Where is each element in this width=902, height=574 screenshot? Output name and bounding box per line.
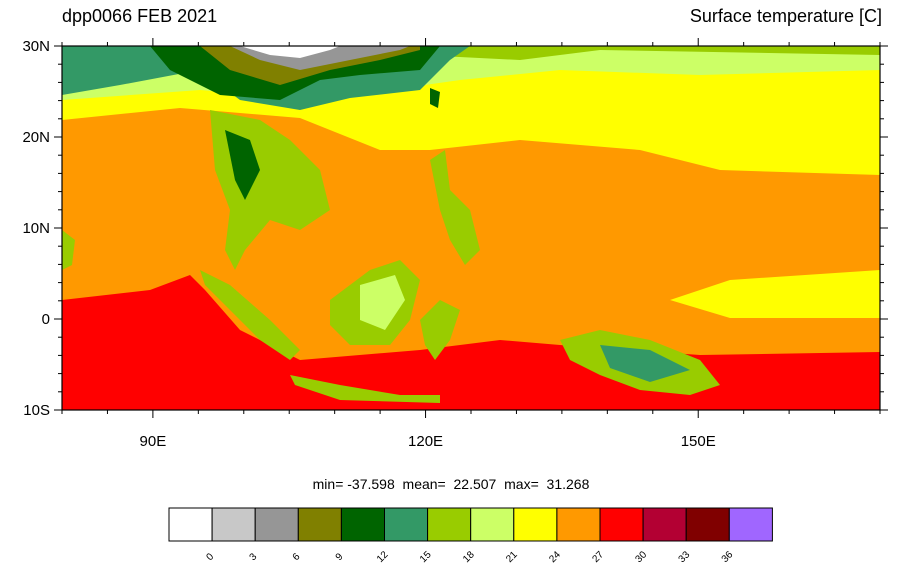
lon-tick-label: 150E xyxy=(681,433,716,450)
colorbar-label: 24 xyxy=(547,549,563,565)
colorbar-label: 27 xyxy=(590,549,606,565)
colorbar-swatch xyxy=(513,507,558,542)
latitude-labels: 30N 20N 10N 0 10S xyxy=(22,38,50,419)
colorbar-label: 18 xyxy=(461,549,477,565)
colorbar-swatch xyxy=(384,507,429,542)
plot-title: dpp0066 FEB 2021 xyxy=(62,6,218,26)
colorbar-label: 12 xyxy=(375,549,391,565)
lon-tick-label: 120E xyxy=(408,433,443,450)
colorbar-label: 0 xyxy=(204,551,216,563)
variable-title: Surface temperature [C] xyxy=(689,6,882,26)
lat-tick-label: 20N xyxy=(22,129,50,146)
colorbar-swatch xyxy=(254,507,299,542)
field-statistics: min= -37.598 mean= 22.507 max= 31.268 xyxy=(0,476,902,492)
longitude-labels: 90E 120E 150E xyxy=(140,433,716,450)
colorbar-swatch xyxy=(642,507,687,542)
lat-tick-label: 30N xyxy=(22,38,50,55)
colorbar: 0 3 6 9 12 15 18 21 24 27 30 33 36 xyxy=(168,507,773,565)
colorbar-swatch xyxy=(340,507,385,542)
colorbar-swatch xyxy=(211,507,256,542)
lat-tick-label: 10N xyxy=(22,220,50,237)
colorbar-label: 36 xyxy=(720,549,736,565)
stat-min-value: -37.598 xyxy=(347,476,395,492)
map-field xyxy=(62,46,880,410)
colorbar-swatch xyxy=(556,507,601,542)
colorbar-label: 21 xyxy=(504,549,520,565)
stat-max-value: 31.268 xyxy=(546,476,590,492)
colorbar-label: 9 xyxy=(334,551,346,563)
colorbar-swatch xyxy=(470,507,515,542)
colorbar-swatch xyxy=(685,507,730,542)
colorbar-label: 30 xyxy=(634,549,650,565)
colorbar-label: 6 xyxy=(291,551,303,563)
colorbar-label: 3 xyxy=(248,551,260,563)
colorbar-swatch xyxy=(427,507,472,542)
stat-mean-label: mean= xyxy=(394,476,454,492)
colorbar-swatch xyxy=(599,507,644,542)
colorbar-swatch xyxy=(297,507,342,542)
axis-ticks xyxy=(54,38,888,418)
lon-tick-label: 90E xyxy=(140,433,167,450)
colorbar-label: 33 xyxy=(677,549,693,565)
stat-mean-value: 22.507 xyxy=(453,476,497,492)
lat-tick-label: 10S xyxy=(23,402,50,419)
colorbar-swatch xyxy=(728,507,773,542)
stat-min-label: min= xyxy=(312,476,348,492)
colorbar-swatch xyxy=(168,507,213,542)
colorbar-label: 15 xyxy=(418,549,434,565)
stat-max-label: max= xyxy=(496,476,547,492)
lat-tick-label: 0 xyxy=(42,311,50,328)
